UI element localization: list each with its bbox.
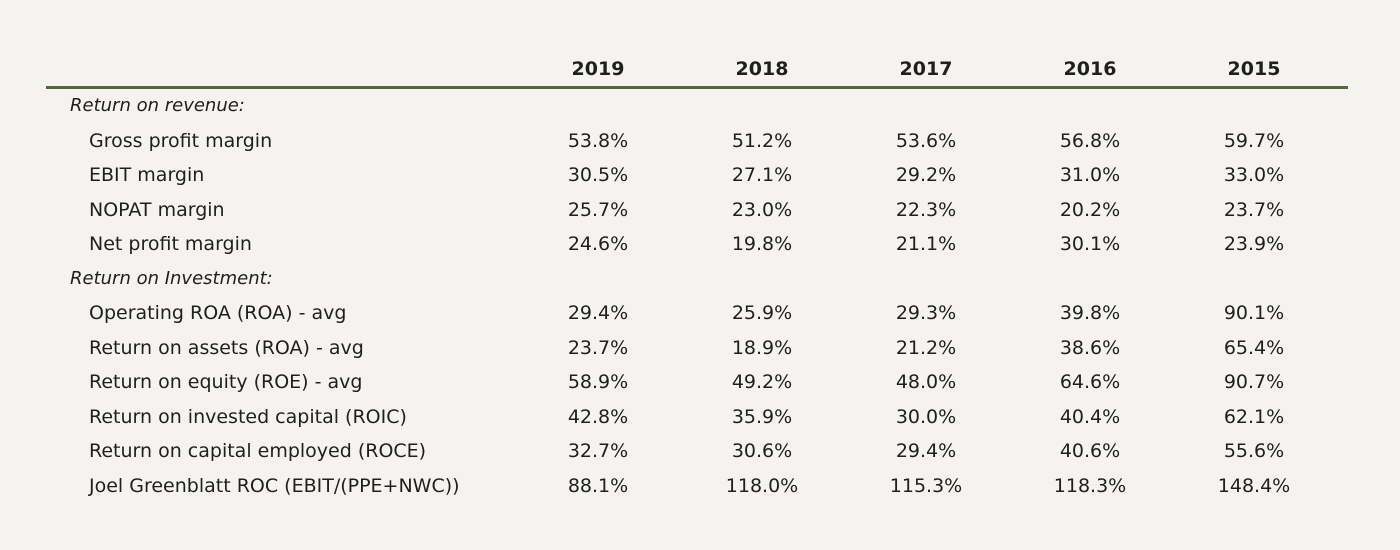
table-cell: 30.6% <box>731 440 793 462</box>
table-cell: 25.9% <box>731 302 793 324</box>
table-row: Return on capital employed (ROCE) 32.7% … <box>46 434 1348 469</box>
financial-ratios-table: 2019 2018 2017 2016 2015 Return on reven… <box>46 52 1348 503</box>
table-cell: 53.8% <box>567 129 629 152</box>
table-cell: 55.6% <box>1223 440 1285 462</box>
table-cell: 27.1% <box>731 164 793 186</box>
table-row: Joel Greenblatt ROC (EBIT/(PPE+NWC)) 88.… <box>46 469 1348 504</box>
section-return-on-investment: Return on Investment: Operating ROA (ROA… <box>46 262 1348 504</box>
row-label: Return on assets (ROA) - avg <box>89 336 364 359</box>
table-cell: 19.8% <box>731 233 793 255</box>
row-label: NOPAT margin <box>89 198 225 221</box>
table-cell: 51.2% <box>731 129 793 152</box>
table-cell: 88.1% <box>567 474 629 497</box>
row-label: Return on equity (ROE) - avg <box>89 371 363 393</box>
table-cell: 53.6% <box>895 129 957 152</box>
table-cell: 148.4% <box>1217 474 1291 497</box>
row-label: Return on invested capital (ROIC) <box>89 405 407 428</box>
table-cell: 118.3% <box>1053 474 1127 497</box>
table-cell: 18.9% <box>731 336 793 359</box>
table-row: EBIT margin 30.5% 27.1% 29.2% 31.0% 33.0… <box>46 158 1348 193</box>
table-row: Return on invested capital (ROIC) 42.8% … <box>46 400 1348 435</box>
table-cell: 58.9% <box>567 371 629 393</box>
year-header: 2019 <box>571 58 625 80</box>
table-cell: 25.7% <box>567 198 629 221</box>
table-cell: 29.4% <box>895 440 957 462</box>
table-cell: 35.9% <box>731 405 793 428</box>
table-cell: 90.1% <box>1223 302 1285 324</box>
table-cell: 59.7% <box>1223 129 1285 152</box>
table-cell: 29.2% <box>895 164 957 186</box>
year-header: 2018 <box>735 58 789 80</box>
table-row: Return on assets (ROA) - avg 23.7% 18.9%… <box>46 331 1348 366</box>
table-cell: 65.4% <box>1223 336 1285 359</box>
table-cell: 22.3% <box>895 198 957 221</box>
table-header-row: 2019 2018 2017 2016 2015 <box>46 52 1348 89</box>
year-header: 2016 <box>1063 58 1117 80</box>
row-label: Gross profit margin <box>89 129 273 152</box>
table-cell: 30.1% <box>1059 233 1121 255</box>
row-label: Net profit margin <box>89 233 252 255</box>
table-cell: 40.6% <box>1059 440 1121 462</box>
table-row: NOPAT margin 25.7% 23.0% 22.3% 20.2% 23.… <box>46 193 1348 228</box>
table-cell: 39.8% <box>1059 302 1121 324</box>
table-cell: 23.7% <box>567 336 629 359</box>
table-cell: 62.1% <box>1223 405 1285 428</box>
table-cell: 23.7% <box>1223 198 1285 221</box>
table-cell: 115.3% <box>889 474 963 497</box>
table-cell: 40.4% <box>1059 405 1121 428</box>
table-cell: 23.9% <box>1223 233 1285 255</box>
row-label: Return on capital employed (ROCE) <box>89 440 427 462</box>
section-label: Return on Investment: <box>70 267 273 289</box>
table-cell: 21.1% <box>895 233 957 255</box>
table-cell: 48.0% <box>895 371 957 393</box>
table-cell: 24.6% <box>567 233 629 255</box>
row-label: EBIT margin <box>89 164 205 186</box>
section-label: Return on revenue: <box>70 95 245 116</box>
table-row: Operating ROA (ROA) - avg 29.4% 25.9% 29… <box>46 296 1348 331</box>
table-cell: 38.6% <box>1059 336 1121 359</box>
table-cell: 90.7% <box>1223 371 1285 393</box>
table-cell: 21.2% <box>895 336 957 359</box>
table-cell: 30.5% <box>567 164 629 186</box>
table-cell: 29.3% <box>895 302 957 324</box>
table-row: Net profit margin 24.6% 19.8% 21.1% 30.1… <box>46 227 1348 262</box>
section-return-on-revenue: Return on revenue: Gross profit margin 5… <box>46 89 1348 262</box>
table-cell: 30.0% <box>895 405 957 428</box>
table-cell: 31.0% <box>1059 164 1121 186</box>
table-cell: 32.7% <box>567 440 629 462</box>
table-row: Gross profit margin 53.8% 51.2% 53.6% 56… <box>46 124 1348 159</box>
table-cell: 64.6% <box>1059 371 1121 393</box>
year-header: 2015 <box>1227 58 1281 80</box>
table-cell: 20.2% <box>1059 198 1121 221</box>
table-cell: 49.2% <box>731 371 793 393</box>
year-header: 2017 <box>899 58 953 80</box>
table-cell: 42.8% <box>567 405 629 428</box>
table-cell: 56.8% <box>1059 129 1121 152</box>
row-label: Joel Greenblatt ROC (EBIT/(PPE+NWC)) <box>89 474 460 497</box>
table-row: Return on equity (ROE) - avg 58.9% 49.2%… <box>46 365 1348 400</box>
row-label: Operating ROA (ROA) - avg <box>89 302 347 324</box>
table-cell: 33.0% <box>1223 164 1285 186</box>
table-cell: 118.0% <box>725 474 799 497</box>
table-cell: 29.4% <box>567 302 629 324</box>
table-cell: 23.0% <box>731 198 793 221</box>
